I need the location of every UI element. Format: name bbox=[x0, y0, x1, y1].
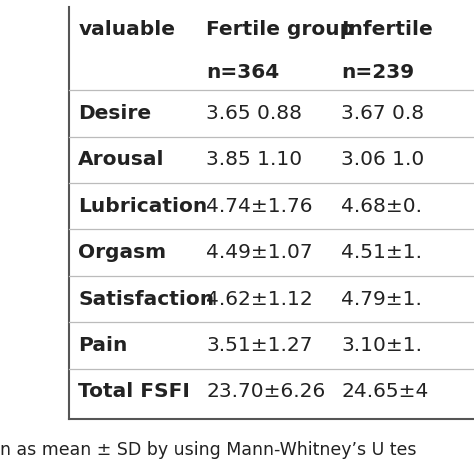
Text: Lubrication: Lubrication bbox=[78, 197, 208, 216]
Text: Fertile group: Fertile group bbox=[206, 20, 354, 39]
Text: 3.06 1.0: 3.06 1.0 bbox=[341, 150, 425, 169]
Text: Pain: Pain bbox=[78, 336, 128, 355]
Text: 4.62±1.12: 4.62±1.12 bbox=[206, 290, 313, 309]
Text: n as mean ± SD by using Mann-Whitney’s U tes: n as mean ± SD by using Mann-Whitney’s U… bbox=[0, 441, 417, 459]
Text: Orgasm: Orgasm bbox=[78, 243, 166, 262]
Text: valuable: valuable bbox=[78, 20, 175, 39]
Text: Desire: Desire bbox=[78, 104, 151, 123]
Text: 24.65±4: 24.65±4 bbox=[341, 383, 428, 401]
Text: 3.65 0.88: 3.65 0.88 bbox=[206, 104, 302, 123]
Text: 23.70±6.26: 23.70±6.26 bbox=[206, 383, 326, 401]
Text: 4.79±1.: 4.79±1. bbox=[341, 290, 422, 309]
Text: 4.68±0.: 4.68±0. bbox=[341, 197, 422, 216]
Text: Arousal: Arousal bbox=[78, 150, 164, 169]
Text: 4.49±1.07: 4.49±1.07 bbox=[206, 243, 313, 262]
Text: Infertile: Infertile bbox=[341, 20, 433, 39]
Text: 3.51±1.27: 3.51±1.27 bbox=[206, 336, 313, 355]
Text: n=364: n=364 bbox=[206, 63, 280, 82]
Text: 3.67 0.8: 3.67 0.8 bbox=[341, 104, 424, 123]
Text: 3.10±1.: 3.10±1. bbox=[341, 336, 422, 355]
Text: Total FSFI: Total FSFI bbox=[78, 383, 190, 401]
Text: Satisfaction: Satisfaction bbox=[78, 290, 214, 309]
Text: 4.51±1.: 4.51±1. bbox=[341, 243, 422, 262]
Text: n=239: n=239 bbox=[341, 63, 414, 82]
Text: 4.74±1.76: 4.74±1.76 bbox=[206, 197, 313, 216]
Text: 3.85 1.10: 3.85 1.10 bbox=[206, 150, 302, 169]
